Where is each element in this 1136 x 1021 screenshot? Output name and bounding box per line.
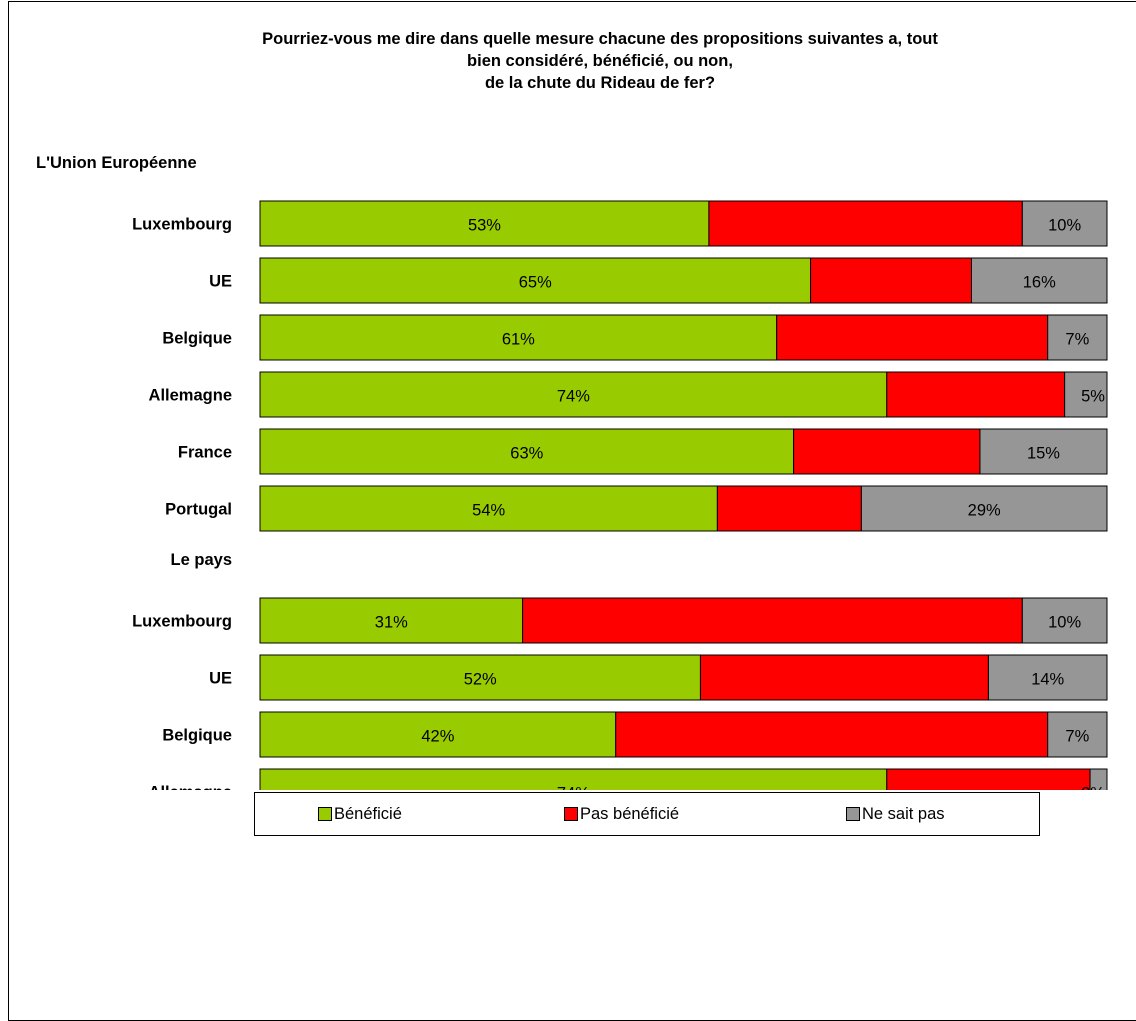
bar-beneficie: [259, 314, 778, 361]
data-label: 52%: [464, 671, 497, 689]
data-label: 17%: [773, 495, 806, 513]
bar-beneficie: [259, 768, 888, 790]
bar-beneficie: [259, 257, 812, 304]
bar-pas-beneficie: [886, 768, 1091, 790]
data-label: 34%: [828, 664, 861, 682]
data-label: 15%: [1027, 445, 1060, 463]
data-label: 16%: [1023, 274, 1056, 292]
bar-pas-beneficie: [699, 654, 989, 701]
chart-title-line-1: Pourriez-vous me dire dans quelle mesure…: [262, 30, 938, 48]
bar-ne-sait-pas: [1089, 768, 1108, 790]
data-label: 21%: [959, 381, 992, 399]
chart-title: Pourriez-vous me dire dans quelle mesure…: [100, 28, 1100, 94]
legend-item-pas-beneficie: Pas bénéficié: [564, 793, 679, 835]
category-label: Allemagne: [149, 387, 232, 405]
bar-pas-beneficie: [793, 428, 981, 475]
data-label: 37%: [849, 210, 882, 228]
data-label: 10%: [1048, 217, 1081, 235]
data-label: 74%: [557, 785, 590, 791]
bar-ne-sait-pas: [970, 257, 1108, 304]
data-label: 24%: [972, 778, 1005, 791]
data-label: 31%: [375, 614, 408, 632]
category-label: Belgique: [162, 330, 232, 348]
bar-ne-sait-pas: [1047, 711, 1108, 758]
data-label: 51%: [815, 721, 848, 739]
category-label: France: [178, 444, 232, 462]
category-label: Allemagne: [149, 784, 232, 791]
bar-beneficie: [259, 200, 710, 247]
legend-label-ne-sait-pas: Ne sait pas: [862, 804, 945, 823]
data-label: 42%: [421, 728, 454, 746]
chart-title-line-2: bien considéré, bénéficié, ou non,: [467, 52, 733, 70]
bar-ne-sait-pas: [1021, 597, 1108, 644]
data-label: 63%: [510, 445, 543, 463]
legend-swatch-pas-beneficie: [564, 807, 578, 821]
data-label: 54%: [472, 502, 505, 520]
bar-ne-sait-pas: [1021, 200, 1108, 247]
bar-pas-beneficie: [886, 371, 1066, 418]
legend-item-beneficie: Bénéficié: [318, 793, 402, 835]
chart-title-line-3: de la chute du Rideau de fer?: [484, 74, 716, 92]
data-label: 32%: [896, 324, 929, 342]
category-label: UE: [209, 273, 232, 291]
category-label: Portugal: [165, 501, 232, 519]
bar-ne-sait-pas: [1064, 371, 1108, 418]
category-label: Luxembourg: [132, 216, 232, 234]
bar-ne-sait-pas: [860, 485, 1108, 532]
data-label: 22%: [870, 438, 903, 456]
data-label: 74%: [557, 388, 590, 406]
data-label: 29%: [968, 502, 1001, 520]
data-label: 59%: [756, 607, 789, 625]
group-label: L'Union Européenne: [36, 154, 197, 172]
data-label: 14%: [1031, 671, 1064, 689]
bar-pas-beneficie: [615, 711, 1049, 758]
data-label: 65%: [519, 274, 552, 292]
category-label: Belgique: [162, 727, 232, 745]
stacked-bar-chart: L'Union Européenne Luxembourg 53% 37% 10% UE 6…: [36, 154, 1108, 791]
category-label: Luxembourg: [132, 613, 232, 631]
data-label: 7%: [1065, 728, 1089, 746]
bar-ne-sait-pas: [979, 428, 1108, 475]
group-label: Le pays: [171, 551, 232, 569]
legend-label-beneficie: Bénéficié: [334, 804, 402, 823]
data-label: 10%: [1048, 614, 1081, 632]
legend-swatch-ne-sait-pas: [846, 807, 860, 821]
bar-ne-sait-pas: [987, 654, 1108, 701]
chart-legend: Bénéficié Pas bénéficié Ne sait pas: [254, 792, 1040, 836]
data-label: 61%: [502, 331, 535, 349]
legend-label-pas-beneficie: Pas bénéficié: [580, 804, 680, 823]
legend-swatch-beneficie: [318, 807, 332, 821]
bar-pas-beneficie: [810, 257, 972, 304]
bar-pas-beneficie: [716, 485, 862, 532]
bar-pas-beneficie: [776, 314, 1049, 361]
category-label: UE: [209, 670, 232, 688]
bar-beneficie: [259, 428, 795, 475]
bar-ne-sait-pas: [1047, 314, 1108, 361]
bar-beneficie: [259, 371, 888, 418]
data-label: 53%: [468, 217, 501, 235]
data-label: 7%: [1065, 331, 1089, 349]
data-label: 2%: [1081, 785, 1105, 791]
data-label: 19%: [874, 267, 907, 285]
data-label: 5%: [1081, 388, 1105, 406]
legend-item-ne-sait-pas: Ne sait pas: [846, 793, 945, 835]
